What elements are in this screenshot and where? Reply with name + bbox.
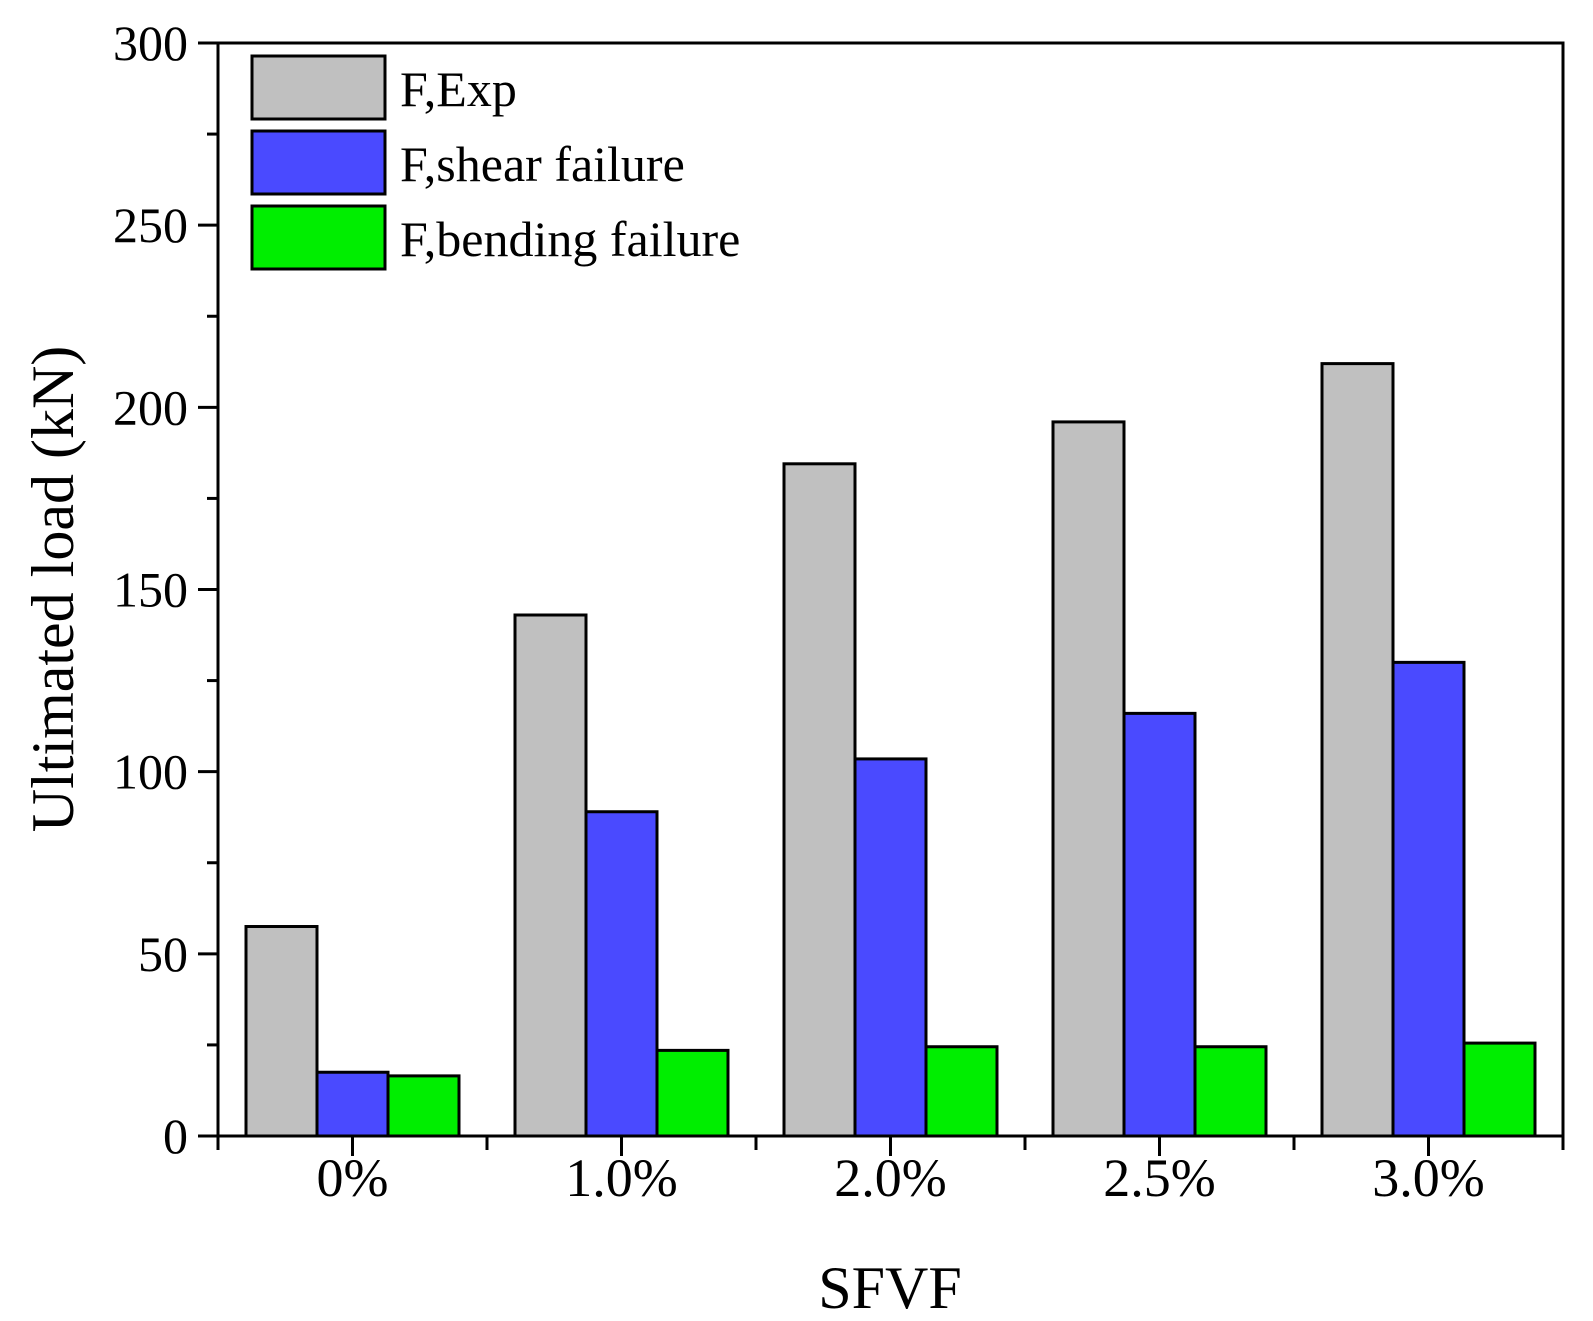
bar-bending: [1193, 1045, 1268, 1138]
bar-bending: [1462, 1041, 1537, 1138]
x-tick-label: 0%: [317, 1148, 389, 1208]
bar-shear: [584, 810, 659, 1138]
y-axis-title: Ultimated load (kN): [20, 346, 86, 833]
x-axis-title: SFVF: [818, 1255, 961, 1321]
y-tick-label: 100: [113, 744, 188, 800]
bar-shear: [1391, 660, 1466, 1138]
bar-bending: [386, 1074, 461, 1138]
bar-groups: [244, 362, 1537, 1138]
x-tick-label: 2.0%: [834, 1148, 946, 1208]
legend-label: F,Exp: [400, 61, 517, 117]
y-tick-label: 150: [113, 562, 188, 618]
bar-exp: [1051, 420, 1126, 1138]
bar-exp: [513, 613, 588, 1138]
y-tick-label: 50: [138, 926, 188, 982]
x-axis: 0% 1.0% 2.0% 2.5% 3.0%: [216, 1136, 1565, 1208]
y-tick-label: 200: [113, 379, 188, 435]
bar-bending: [924, 1045, 999, 1138]
bar-shear: [1122, 711, 1197, 1138]
bar-shear: [315, 1070, 390, 1138]
x-tick-label: 3.0%: [1372, 1148, 1484, 1208]
y-tick-label: 250: [113, 197, 188, 253]
bar-bending: [655, 1048, 730, 1138]
legend-swatch: [250, 204, 387, 271]
x-tick-label: 2.5%: [1103, 1148, 1215, 1208]
legend: F,Exp F,shear failure F,bending failure: [250, 54, 740, 271]
bar-shear: [853, 757, 928, 1138]
legend-label: F,bending failure: [400, 211, 740, 267]
legend-label: F,shear failure: [400, 136, 685, 192]
bar-exp: [782, 462, 857, 1138]
bar-exp: [1320, 362, 1395, 1138]
bar-exp: [244, 925, 319, 1138]
y-tick-label: 300: [113, 15, 188, 71]
y-tick-label: 0: [163, 1108, 188, 1164]
legend-swatch: [250, 129, 387, 196]
legend-swatch: [250, 54, 387, 121]
x-tick-label: 1.0%: [565, 1148, 677, 1208]
y-axis: 0 50 100 150 200 250 300: [113, 15, 218, 1164]
